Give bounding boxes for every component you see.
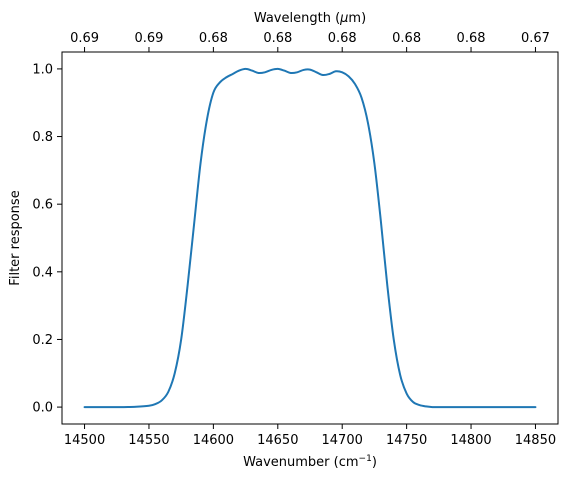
x-tick-label: 14550 [128,433,169,448]
top-tick-label: 0.68 [392,31,421,46]
y-axis-label: Filter response [8,190,23,285]
top-tick-label: 0.68 [263,31,292,46]
x-tick-label: 14750 [386,433,427,448]
y-tick-label: 0.2 [32,333,53,348]
top-axis-ticks: 0.69 0.69 0.68 0.68 0.68 0.68 0.68 0.67 [70,31,550,52]
x-tick-label: 14800 [450,433,491,448]
x-tick-label: 14700 [322,433,363,448]
x-tick-label: 14650 [257,433,298,448]
top-tick-label: 0.68 [199,31,228,46]
x-axis-label: Wavenumber (cm−1) [243,454,377,470]
top-tick-label: 0.69 [134,31,163,46]
x-tick-label: 14500 [64,433,105,448]
y-tick-label: 1.0 [32,62,53,77]
x-tick-label: 14600 [193,433,234,448]
series-line-0 [83,67,537,409]
x-tick-label: 14850 [515,433,556,448]
top-tick-label: 0.69 [70,31,99,46]
plot-frame [61,51,559,425]
top-axis-label-mu: μ [339,11,348,26]
x-axis-ticks: 14500 14550 14600 14650 14700 14750 14800 14850 [64,424,556,448]
y-tick-label: 0.4 [32,265,53,280]
series-layer [83,67,537,409]
y-axis-ticks: 0.0 0.2 0.4 0.6 0.8 1.0 [32,62,62,416]
top-tick-label: 0.67 [521,31,550,46]
top-axis-label: Wavelength (μm) [254,11,366,26]
top-tick-label: 0.68 [457,31,486,46]
top-tick-label: 0.68 [328,31,357,46]
y-tick-label: 0.6 [32,198,53,213]
y-tick-label: 0.0 [32,401,53,416]
x-axis-label-superscript: −1 [359,454,372,464]
y-tick-label: 0.8 [32,130,53,145]
